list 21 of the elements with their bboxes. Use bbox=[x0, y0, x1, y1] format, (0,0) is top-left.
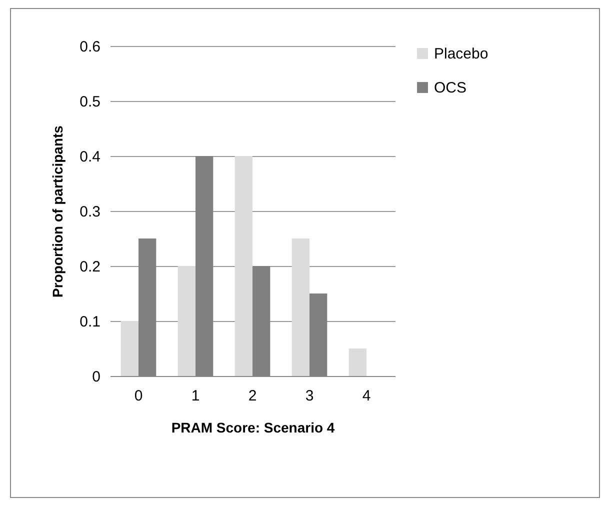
x-tick-label: 4 bbox=[362, 388, 371, 404]
y-tick-label: 0.4 bbox=[80, 148, 100, 166]
legend-label: OCS bbox=[434, 80, 467, 96]
y-tick-label: 0.5 bbox=[80, 94, 100, 110]
bar bbox=[348, 348, 366, 376]
x-tick-label: 1 bbox=[191, 388, 200, 404]
bar bbox=[178, 266, 196, 376]
x-tick-label: 0 bbox=[134, 388, 143, 404]
y-tick-label: 0.1 bbox=[80, 314, 100, 330]
y-tick-label: 0 bbox=[92, 368, 100, 386]
bar bbox=[292, 238, 310, 376]
legend-label: Placebo bbox=[434, 46, 488, 62]
y-tick-label: 0.3 bbox=[80, 204, 100, 220]
bar bbox=[120, 321, 138, 376]
x-axis-title: PRAM Score: Scenario 4 bbox=[171, 420, 335, 436]
y-axis-title: Proportion of participants bbox=[50, 125, 66, 298]
bar bbox=[234, 156, 252, 376]
y-tick-label: 0.6 bbox=[80, 38, 100, 56]
x-tick-label: 3 bbox=[305, 388, 314, 404]
y-tick-label: 0.2 bbox=[80, 258, 100, 276]
x-tick-label: 2 bbox=[248, 388, 257, 404]
